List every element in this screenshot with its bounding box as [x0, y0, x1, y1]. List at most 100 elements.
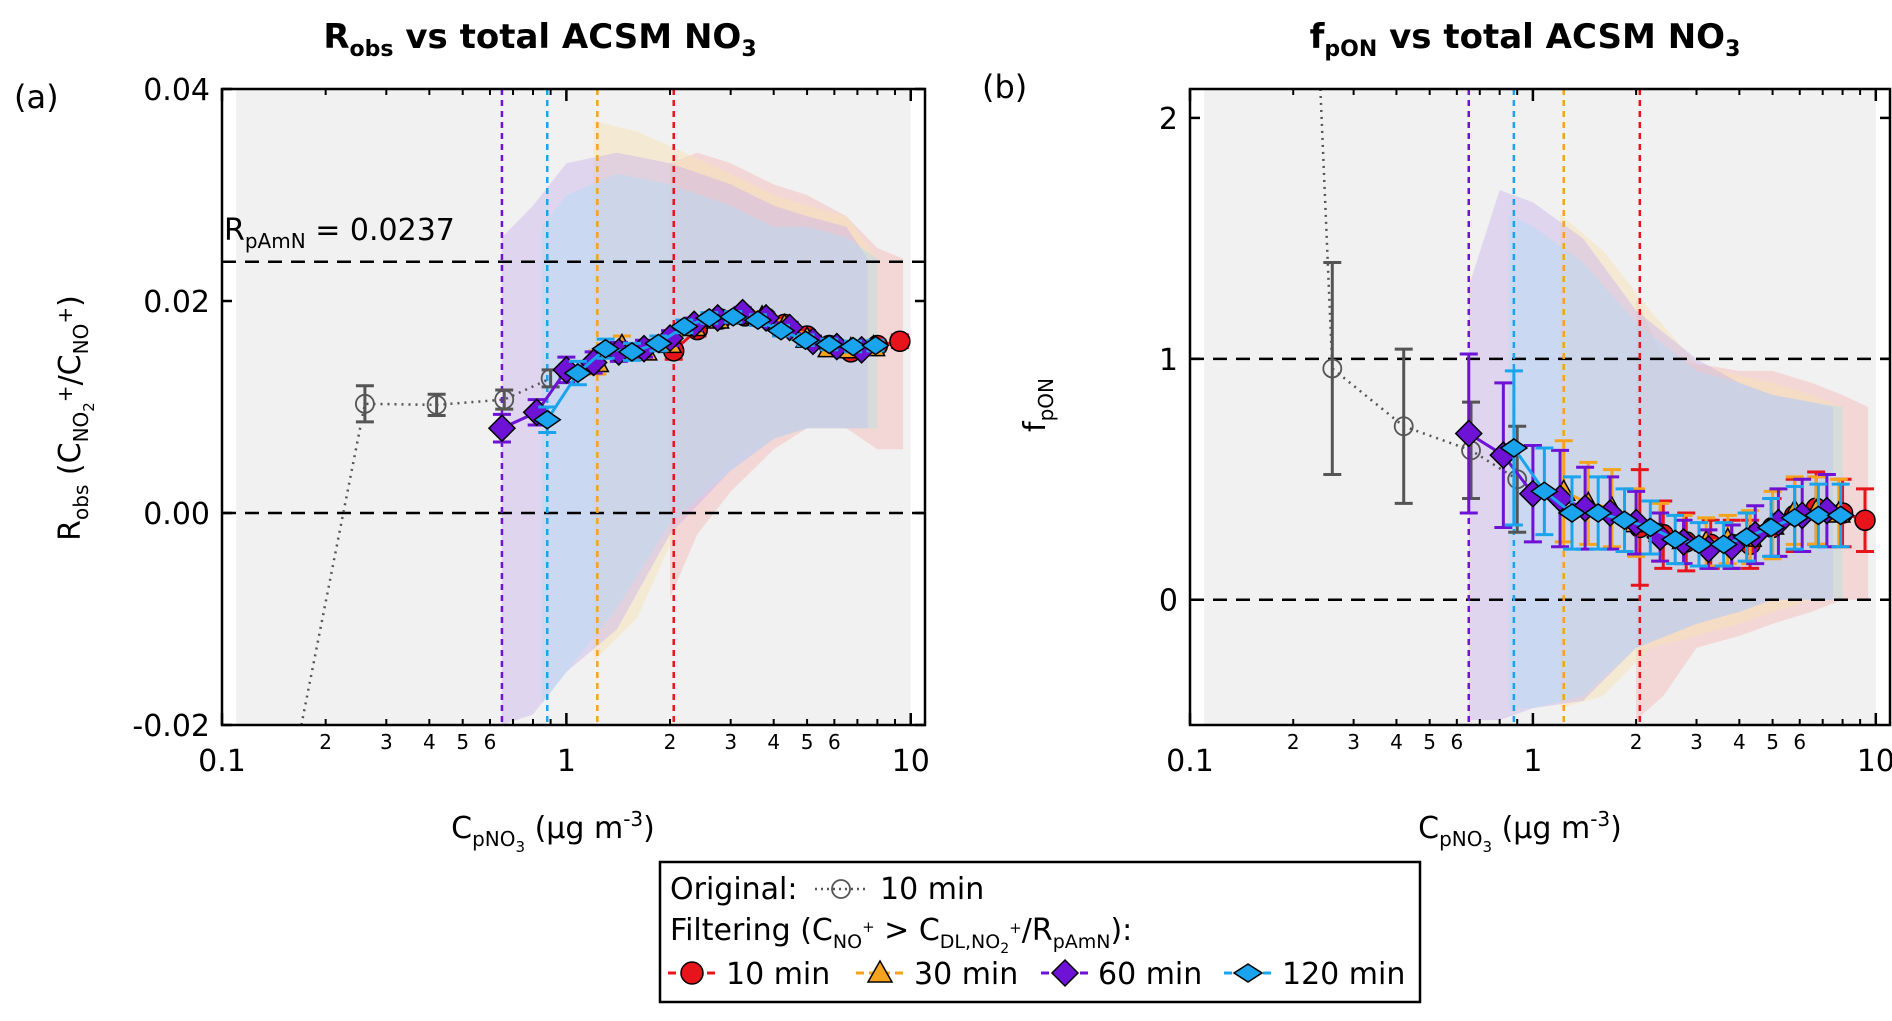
point-120-min — [861, 335, 890, 356]
x-axis-label-a: CpNO3 (µg m-3) — [451, 807, 655, 856]
point-120-min — [591, 338, 620, 359]
legend-10min-marker — [668, 961, 716, 985]
x-minor-tick-label: 5 — [1766, 730, 1779, 754]
band-10-min — [670, 152, 904, 598]
legend-original-label: Original: — [670, 872, 798, 907]
point-120-min — [563, 363, 593, 383]
original-errorbar — [1394, 347, 1413, 505]
rpamn-annotation: RpAmN = 0.0237 — [224, 213, 455, 253]
point-10-min — [1854, 509, 1876, 531]
y-axis-label-b: fpON — [1018, 378, 1058, 432]
point-120-min — [766, 320, 796, 341]
point-120-min — [814, 334, 844, 355]
y-tick-label: 0.00 — [143, 497, 210, 532]
x-tick-label: 0.1 — [1166, 744, 1214, 779]
point-120-min — [532, 409, 562, 430]
x-tick-label: 0.1 — [198, 744, 246, 779]
point-120-min — [1780, 507, 1810, 528]
x-minor-tick-label: 3 — [1347, 730, 1360, 754]
point-120-min — [1530, 481, 1559, 502]
legend-filtering-label: Filtering (CNO+ > CDL,NO2+/RpAmN): — [670, 913, 1132, 957]
y-axis-label-a: Robs (CNO2+/CNO+) — [53, 295, 98, 541]
x-minor-tick-label: 6 — [484, 730, 497, 754]
x-tick-label: 10 — [1857, 744, 1892, 779]
original-point — [426, 394, 447, 415]
legend-original-marker — [815, 879, 867, 899]
legend: Original: 10 min Filtering (CNO+ > CDL,N… — [658, 860, 1422, 1004]
point-120-min — [1557, 503, 1587, 523]
x-minor-tick-label: 3 — [380, 730, 393, 754]
plot-clip-group — [222, 89, 925, 725]
x-minor-tick-label: 4 — [1733, 730, 1746, 754]
point-60-min — [1454, 419, 1483, 448]
legend-original-series: 10 min — [880, 872, 984, 907]
x-minor-tick-label: 2 — [1630, 730, 1643, 754]
legend-60min: 60 min — [1098, 957, 1202, 992]
point-120-min — [1636, 517, 1665, 538]
x-minor-tick-label: 2 — [664, 730, 677, 754]
series-120-min — [1499, 369, 1856, 568]
x-minor-tick-label: 2 — [1287, 730, 1300, 754]
x-minor-tick-label: 6 — [828, 730, 841, 754]
band-30-min — [593, 120, 878, 662]
x-tick-label: 10 — [892, 744, 930, 779]
legend-30min-marker — [856, 959, 904, 983]
series-120-min — [532, 306, 890, 434]
point-120-min — [718, 306, 748, 327]
point-120-min — [1499, 438, 1529, 458]
point-120-min — [694, 308, 724, 328]
x-tick-label: 1 — [557, 744, 576, 779]
original-errorbar — [1323, 260, 1342, 476]
original-errorbar — [1462, 400, 1481, 501]
legend-30min: 30 min — [914, 957, 1018, 992]
point-120-min — [1756, 517, 1786, 538]
y-tick-label: -0.02 — [132, 709, 210, 744]
svg-text:Robs (CNO2+/CNO+): Robs (CNO2+/CNO+) — [53, 295, 98, 541]
legend-60min-marker — [1041, 958, 1089, 988]
x-minor-tick-label: 3 — [1690, 730, 1703, 754]
x-minor-tick-label: 6 — [1450, 730, 1463, 754]
band-30-min — [1560, 214, 1843, 709]
plot-clip-group — [1190, 89, 1890, 725]
x-minor-tick-label: 5 — [1423, 730, 1436, 754]
x-minor-tick-label: 5 — [801, 730, 814, 754]
point-120-min — [838, 336, 868, 357]
original-point — [355, 393, 375, 414]
original-point — [1393, 416, 1414, 437]
svg-text:fpON: fpON — [1018, 378, 1058, 432]
x-minor-tick-label: 2 — [319, 730, 332, 754]
x-minor-tick-label: 4 — [423, 730, 436, 754]
x-minor-tick-label: 3 — [724, 730, 737, 754]
y-tick-label: 0.02 — [143, 285, 210, 320]
point-120-min — [1709, 534, 1738, 555]
legend-box — [658, 860, 1422, 1004]
x-minor-tick-label: 4 — [1390, 730, 1403, 754]
point-120-min — [791, 330, 820, 351]
band-original — [236, 89, 911, 725]
title-b: fpON vs total ACSM NO3 — [1310, 17, 1741, 62]
point-120-min — [1583, 503, 1613, 523]
x-minor-tick-label: 6 — [1793, 730, 1806, 754]
original-point — [1322, 358, 1343, 379]
original-point — [494, 389, 515, 410]
point-60-min — [487, 414, 517, 443]
point-120-min — [743, 310, 773, 330]
point-120-min — [1660, 529, 1690, 550]
x-tick-label: 1 — [1523, 744, 1542, 779]
point-120-min — [669, 316, 699, 337]
band-60-min — [1468, 190, 1833, 721]
y-tick-label: 2 — [1159, 102, 1178, 137]
plot-frame — [1188, 87, 1892, 727]
point-10-min — [889, 330, 911, 353]
original-errorbar — [355, 384, 374, 424]
band-120-min — [542, 173, 878, 704]
y-tick-label: 0.04 — [143, 73, 210, 108]
point-120-min — [644, 333, 673, 354]
point-120-min — [1826, 505, 1856, 526]
point-120-min — [1610, 510, 1639, 531]
title-a: Robs vs total ACSM NO3 — [323, 17, 756, 62]
